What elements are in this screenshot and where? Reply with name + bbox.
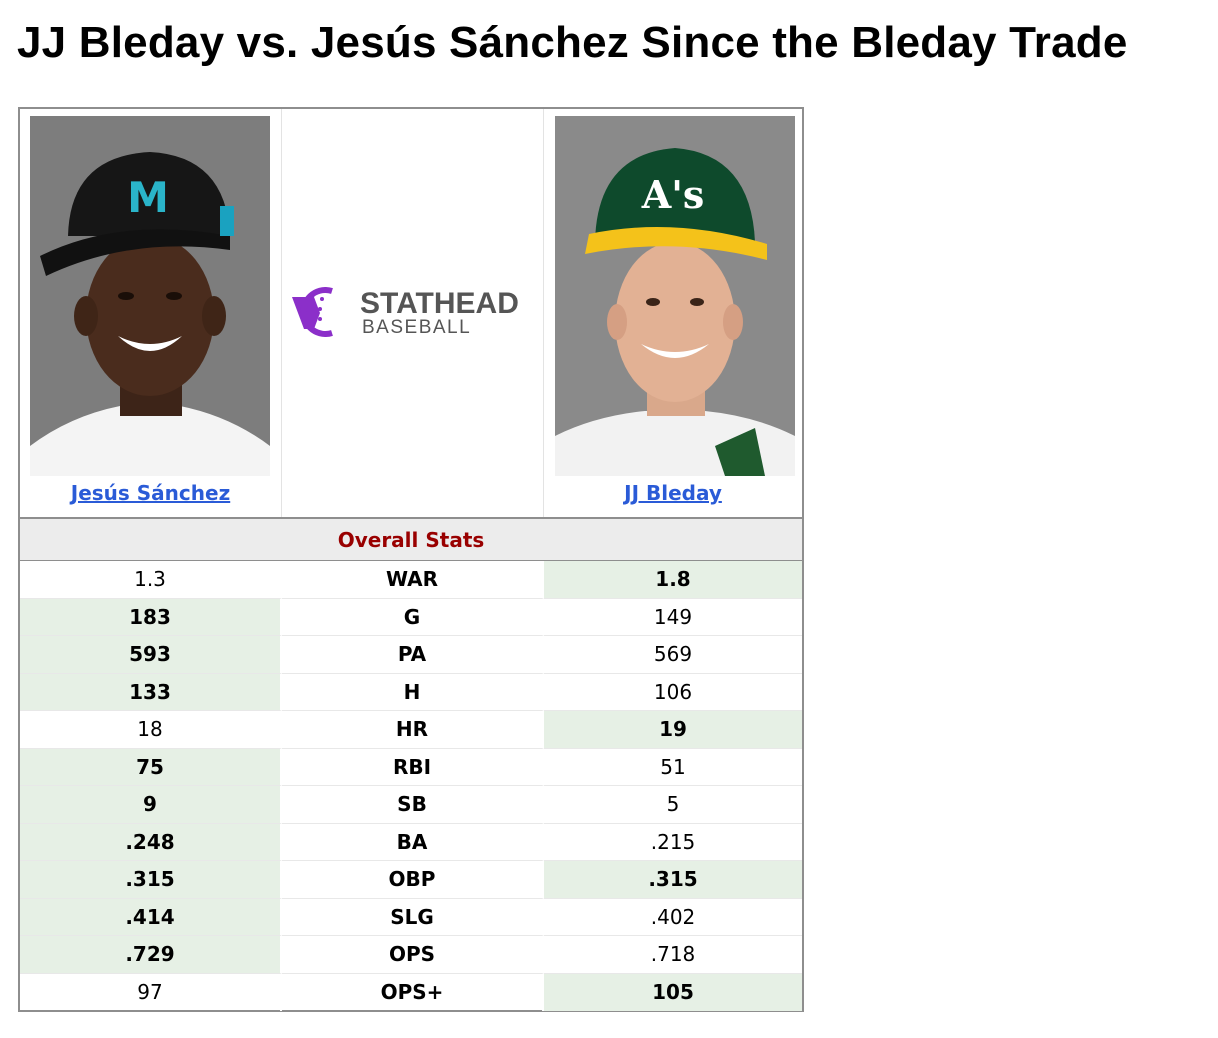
stat-row-h: 133 H 106 (20, 673, 802, 711)
section-header-overall-stats: Overall Stats (20, 517, 802, 561)
player-right-cell: A's JJ Bleday (544, 109, 802, 517)
stat-value-right: 5 (544, 786, 802, 824)
stat-value-left: 18 (20, 711, 282, 749)
stat-value-right: .402 (544, 899, 802, 936)
stathead-logo: STATHEAD BASEBALL (292, 287, 519, 337)
headshot-bleday: A's (555, 116, 795, 476)
player-left-photo: M (30, 116, 270, 476)
stats-rows: 1.3 WAR 1.8 183 G 149 593 PA 569 133 H 106 18 HR 19 75 R… (20, 561, 802, 1011)
stat-row-ba: .248 BA .215 (20, 823, 802, 861)
stat-value-left: .729 (20, 936, 282, 974)
stat-row-slg: .414 SLG .402 (20, 898, 802, 936)
logo-cell: STATHEAD BASEBALL (282, 109, 544, 517)
stat-label: OPS+ (282, 973, 544, 1011)
stat-value-right: 569 (544, 636, 802, 674)
player-right-link[interactable]: JJ Bleday (624, 481, 722, 505)
stat-value-left: 1.3 (20, 561, 282, 599)
stat-value-left: 133 (20, 673, 282, 711)
svg-text:M: M (127, 173, 169, 222)
stat-label: OPS (282, 936, 544, 974)
stat-row-pa: 593 PA 569 (20, 636, 802, 674)
stat-label: H (282, 673, 544, 711)
stat-row-rbi: 75 RBI 51 (20, 748, 802, 786)
stat-row-obp: .315 OBP .315 (20, 861, 802, 899)
stat-value-left: .315 (20, 861, 282, 899)
stat-row-g: 183 G 149 (20, 598, 802, 636)
stat-label: RBI (282, 748, 544, 786)
stat-value-right: 149 (544, 599, 802, 636)
stat-value-left: 9 (20, 786, 282, 824)
player-left-link[interactable]: Jesús Sánchez (70, 481, 231, 505)
stat-value-left: 97 (20, 973, 282, 1011)
stat-value-right: 51 (544, 749, 802, 786)
player-right-photo: A's (555, 116, 795, 476)
player-left-cell: M Jesús Sánchez (20, 109, 282, 517)
stat-value-left: .414 (20, 898, 282, 936)
stat-value-right: 1.8 (544, 561, 802, 599)
page-title: JJ Bleday vs. Jesús Sánchez Since the Bl… (17, 18, 1128, 67)
stat-value-left: 183 (20, 598, 282, 636)
stat-label: BA (282, 823, 544, 861)
stat-label: HR (282, 711, 544, 749)
cap-logo-text: A's (641, 172, 705, 217)
logo-line1: STATHEAD (360, 287, 519, 320)
stat-label: OBP (282, 861, 544, 899)
stat-value-right: 19 (544, 711, 802, 749)
stat-value-right: 106 (544, 674, 802, 711)
stat-value-right: .315 (544, 861, 802, 899)
headshot-sanchez: M (30, 116, 270, 476)
stat-value-right: .718 (544, 936, 802, 974)
stat-label: G (282, 598, 544, 636)
stat-label: PA (282, 636, 544, 674)
player-header-row: M Jesús Sánchez STATHEAD BASEBALL (20, 109, 802, 517)
comparison-table: M Jesús Sánchez STATHEAD BASEBALL (18, 107, 804, 1012)
stat-row-ops: .729 OPS .718 (20, 936, 802, 974)
logo-line2: BASEBALL (362, 317, 471, 337)
stat-value-left: 75 (20, 748, 282, 786)
stat-value-left: 593 (20, 636, 282, 674)
stat-row-war: 1.3 WAR 1.8 (20, 561, 802, 599)
stat-row-ops-plus: 97 OPS+ 105 (20, 973, 802, 1011)
stat-label: WAR (282, 561, 544, 599)
stat-row-sb: 9 SB 5 (20, 786, 802, 824)
stat-value-right: 105 (544, 973, 802, 1011)
stat-value-left: .248 (20, 823, 282, 861)
stat-label: SB (282, 786, 544, 824)
stat-row-hr: 18 HR 19 (20, 711, 802, 749)
stat-label: SLG (282, 898, 544, 936)
stat-value-right: .215 (544, 824, 802, 861)
